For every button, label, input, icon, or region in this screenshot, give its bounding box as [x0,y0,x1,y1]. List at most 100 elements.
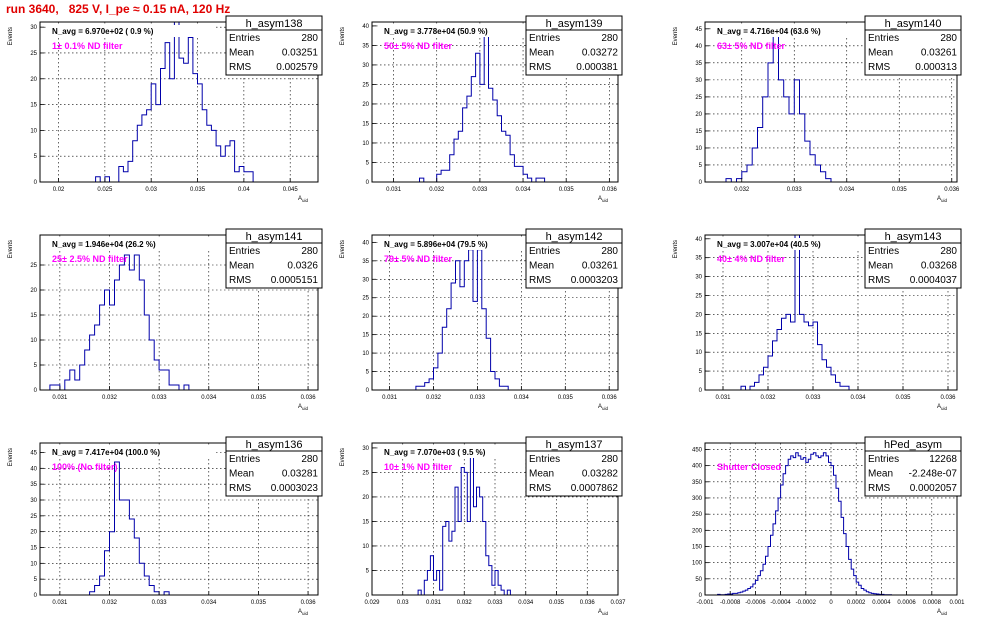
stats-label: RMS [529,483,552,494]
x-tick-label: 0.032 [734,187,750,193]
y-axis-title: Events [340,448,346,466]
x-tick-label: 0.036 [602,187,618,193]
x-tick-label: 0 [829,600,833,606]
x-tick-label: 0.032 [102,395,118,401]
x-tick-label: 0.036 [301,395,317,401]
x-tick-label: 0.032 [457,600,473,606]
x-tick-label: 0.033 [470,395,486,401]
stats-label: Entries [868,246,899,257]
x-tick-label: 0.02 [53,187,65,193]
x-tick-label: -0.0008 [720,600,741,606]
y-tick-label: 45 [695,27,702,33]
stats-value: 0.0007862 [571,483,619,494]
stats-label: Entries [868,454,899,465]
filter-annotation: Shutter Closed [717,462,781,472]
stats-value: 0.03281 [282,469,319,480]
y-tick-label: 0 [699,593,703,599]
x-tick-label: 0.035 [559,187,575,193]
stats-box [864,242,962,289]
histogram-name: h_asym143 [885,231,942,243]
histogram-outline [417,447,511,596]
histogram-name: h_asym139 [546,18,603,30]
navg-box [378,446,546,458]
histogram-name: hPed_asym [884,439,942,451]
stats-label: RMS [529,62,552,73]
y-tick-label: 50 [695,577,702,583]
stats-value: 280 [601,246,618,257]
y-tick-label: 300 [692,496,703,502]
y-tick-label: 30 [30,498,37,504]
x-tick-label: 0.0008 [923,600,942,606]
stats-box [864,29,962,76]
stats-value: 280 [601,454,618,465]
histogram-name: h_asym137 [546,439,603,451]
stats-value: 0.0326 [287,261,318,272]
y-tick-label: 15 [362,333,369,339]
stats-box [225,450,323,497]
x-tick-label: 0.033 [787,187,803,193]
x-tick-label: 0.034 [516,187,532,193]
navg-label: N_avg = 5.896e+04 (79.5 %) [384,240,488,249]
x-tick-label: 0.032 [102,600,118,606]
stats-value: 0.03261 [921,48,958,59]
y-tick-label: 45 [30,451,37,457]
x-tick-label: 0.031 [426,600,442,606]
x-tick-label: 0.036 [602,395,618,401]
y-tick-label: 10 [695,146,702,152]
navg-box [46,25,214,37]
histogram-outline [740,234,850,391]
x-axis-title: Auid [598,404,609,411]
y-tick-label: 10 [30,338,37,344]
stats-label: Entries [229,246,260,257]
histogram-name: h_asym141 [246,231,303,243]
stats-label: Entries [529,454,560,465]
run-title: run 3640, 825 V, I_pe ≈ 0.15 nA, 120 Hz [6,2,231,16]
y-axis-title: Events [673,240,679,258]
y-tick-label: 5 [699,369,703,375]
x-tick-label: 0.0004 [872,600,891,606]
x-tick-label: 0.045 [283,187,299,193]
histogram-pad-h_asym142: 0.031 0.032 0.033 0.034 0.035 0.036 0 5 10 15 20 25… [340,228,623,411]
x-tick-label: 0.029 [364,600,380,606]
y-tick-label: 10 [362,141,369,147]
x-tick-label: 0.033 [805,395,821,401]
plot-frame [39,21,319,183]
y-tick-label: 400 [692,464,703,470]
y-tick-label: 35 [362,43,369,49]
stats-value: 0.03251 [282,48,319,59]
x-tick-label: 0.001 [949,600,965,606]
y-tick-label: 30 [362,277,369,283]
stats-label: Mean [529,469,554,480]
stats-value: 280 [301,246,318,257]
stats-value: 0.0004037 [910,275,958,286]
y-tick-label: 25 [362,470,369,476]
x-tick-label: 0.035 [558,395,574,401]
y-tick-label: 40 [362,24,369,30]
plot-frame [371,234,619,391]
y-tick-label: 35 [30,482,37,488]
x-axis-title: Auid [598,196,609,203]
filter-annotation: 40± 4% ND filter [717,254,785,264]
filter-annotation: 1± 0.1% ND filter [52,41,123,51]
stats-label: Entries [229,33,260,44]
stats-value: 0.002579 [276,62,318,73]
y-tick-label: 5 [366,568,370,574]
stats-value: 280 [301,454,318,465]
x-tick-label: 0.031 [386,187,402,193]
y-tick-label: 5 [366,160,370,166]
y-tick-label: 450 [692,447,703,453]
x-tick-label: 0.036 [940,395,956,401]
histogram-pad-h_asym137: 0.029 0.03 0.031 0.032 0.033 0.034 0.035 0.036 0… [340,436,626,616]
navg-label: N_avg = 3.778e+04 (50.9 %) [384,27,488,36]
stats-label: RMS [529,275,552,286]
y-tick-label: 35 [695,256,702,262]
stats-label: RMS [868,483,891,494]
y-tick-label: 25 [30,263,37,269]
histogram-name: h_asym140 [885,18,942,30]
plot-frame [704,21,958,183]
stats-value: 280 [301,33,318,44]
x-tick-label: 0.035 [251,600,267,606]
histogram-outline [415,249,509,390]
y-tick-label: 15 [30,103,37,109]
x-tick-label: 0.036 [301,600,317,606]
